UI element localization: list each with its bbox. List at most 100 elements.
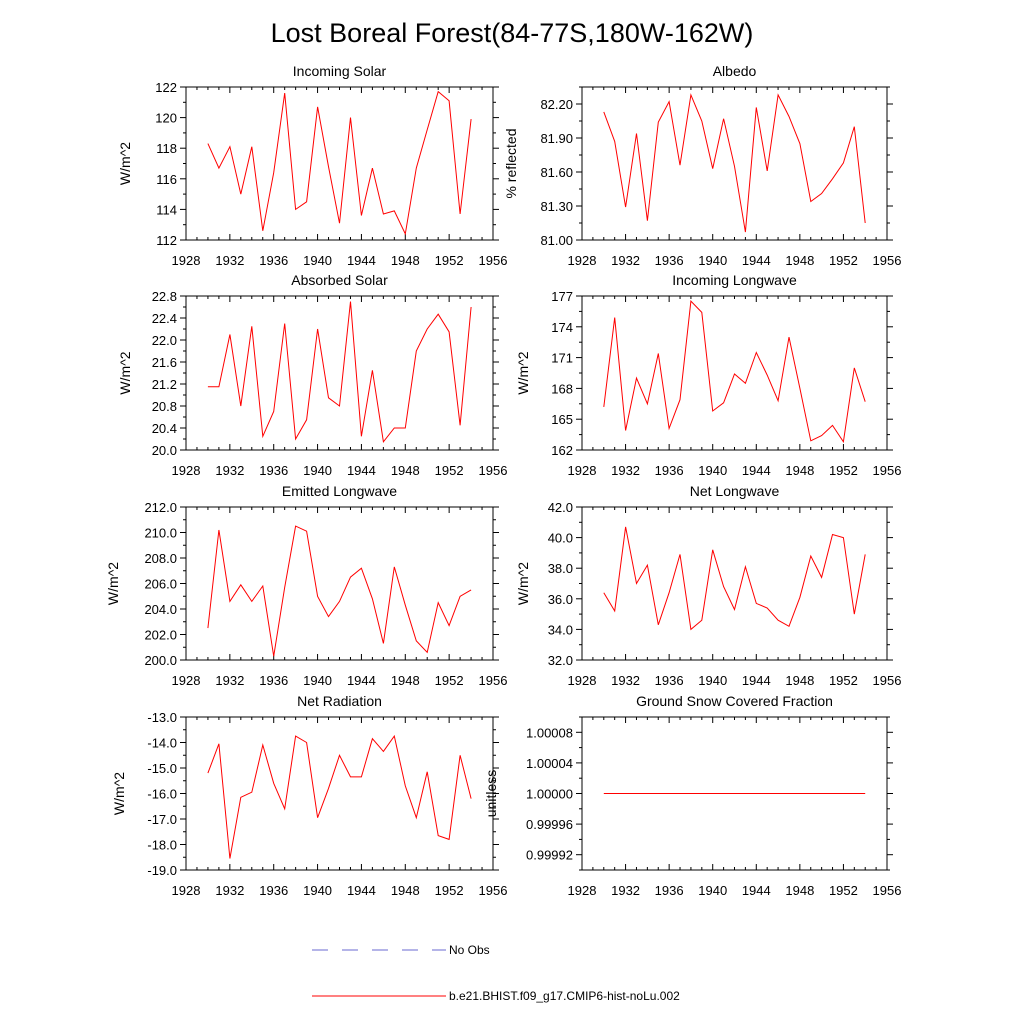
series-line bbox=[603, 93, 866, 233]
x-tick-label: 1932 bbox=[215, 883, 244, 898]
series-line bbox=[207, 525, 472, 657]
panel-title: Albedo bbox=[713, 63, 757, 79]
x-tick-label: 1952 bbox=[829, 673, 858, 688]
y-axis-label: W/m^2 bbox=[117, 142, 133, 185]
y-tick-label: 22.8 bbox=[152, 289, 177, 304]
y-tick-label: 0.99996 bbox=[526, 817, 573, 832]
y-tick-label: 21.6 bbox=[152, 355, 177, 370]
x-tick-label: 1940 bbox=[303, 463, 332, 478]
y-tick-label: 210.0 bbox=[144, 526, 177, 541]
chart-panel: Net Longwave 1928 1932 1936 1940 1944 1948 1952… bbox=[515, 483, 901, 688]
panel-title: Incoming Solar bbox=[293, 63, 387, 79]
x-tick-label: 1944 bbox=[347, 463, 376, 478]
y-tick-label: -14.0 bbox=[147, 736, 177, 751]
y-tick-label: 81.30 bbox=[540, 199, 573, 214]
x-tick-label: 1940 bbox=[303, 673, 332, 688]
y-tick-label: 162 bbox=[551, 443, 573, 458]
series-line bbox=[207, 90, 472, 236]
x-tick-label: 1928 bbox=[568, 463, 597, 478]
x-tick-label: 1948 bbox=[391, 253, 420, 268]
x-tick-label: 1940 bbox=[303, 883, 332, 898]
series-line bbox=[207, 301, 472, 444]
y-tick-label: 174 bbox=[551, 320, 573, 335]
x-tick-label: 1948 bbox=[391, 883, 420, 898]
x-tick-label: 1936 bbox=[655, 253, 684, 268]
x-tick-label: 1952 bbox=[829, 463, 858, 478]
panel-title: Absorbed Solar bbox=[291, 272, 388, 288]
x-tick-label: 1932 bbox=[611, 253, 640, 268]
x-tick-label: 1936 bbox=[655, 883, 684, 898]
y-tick-label: 81.90 bbox=[540, 131, 573, 146]
chart-panel: Incoming Solar 1928 1932 1936 1940 1944 1948 19… bbox=[117, 63, 507, 268]
y-axis-label: % reflected bbox=[503, 128, 519, 198]
y-tick-label: 1.00004 bbox=[526, 756, 573, 771]
x-tick-label: 1948 bbox=[785, 253, 814, 268]
chart-panel: Emitted Longwave 1928 1932 1936 1940 1944 1948… bbox=[105, 483, 507, 688]
x-tick-label: 1928 bbox=[172, 673, 201, 688]
x-tick-label: 1944 bbox=[347, 883, 376, 898]
x-tick-label: 1932 bbox=[215, 673, 244, 688]
plot-frame bbox=[185, 506, 494, 661]
y-tick-label: 22.4 bbox=[152, 311, 177, 326]
y-tick-label: -17.0 bbox=[147, 812, 177, 827]
x-tick-label: 1952 bbox=[435, 673, 464, 688]
x-tick-label: 1956 bbox=[479, 883, 508, 898]
x-tick-label: 1956 bbox=[479, 253, 508, 268]
y-tick-label: -13.0 bbox=[147, 710, 177, 725]
x-tick-label: 1928 bbox=[172, 883, 201, 898]
y-tick-label: 208.0 bbox=[144, 551, 177, 566]
panel-title: Ground Snow Covered Fraction bbox=[636, 693, 833, 709]
series-line bbox=[207, 734, 472, 859]
y-tick-label: 1.00000 bbox=[526, 787, 573, 802]
plot-frame bbox=[185, 86, 494, 241]
y-tick-label: 1.00008 bbox=[526, 725, 573, 740]
x-tick-label: 1956 bbox=[873, 883, 902, 898]
plot-frame bbox=[581, 295, 888, 451]
x-tick-label: 1936 bbox=[259, 883, 288, 898]
x-tick-label: 1948 bbox=[391, 673, 420, 688]
y-tick-label: 38.0 bbox=[548, 561, 573, 576]
y-tick-label: 114 bbox=[156, 202, 177, 217]
y-tick-label: 165 bbox=[551, 412, 573, 427]
x-tick-label: 1948 bbox=[785, 463, 814, 478]
chart-panel: Ground Snow Covered Fraction 1928 1932 1936… bbox=[483, 693, 901, 898]
x-tick-label: 1944 bbox=[742, 673, 771, 688]
x-tick-label: 1932 bbox=[611, 463, 640, 478]
x-tick-label: 1952 bbox=[829, 883, 858, 898]
y-tick-label: -16.0 bbox=[147, 787, 177, 802]
x-tick-label: 1936 bbox=[259, 673, 288, 688]
y-tick-label: 42.0 bbox=[548, 500, 573, 515]
x-tick-label: 1944 bbox=[742, 463, 771, 478]
y-tick-label: 82.20 bbox=[540, 97, 573, 112]
y-tick-label: 20.0 bbox=[152, 443, 177, 458]
x-tick-label: 1932 bbox=[611, 883, 640, 898]
y-tick-label: 171 bbox=[551, 351, 573, 366]
plot-frame bbox=[581, 506, 888, 661]
y-tick-label: 118 bbox=[156, 141, 177, 156]
y-tick-label: 168 bbox=[551, 381, 573, 396]
x-tick-label: 1928 bbox=[568, 253, 597, 268]
y-axis-label: W/m^2 bbox=[515, 562, 531, 605]
y-tick-label: 116 bbox=[156, 172, 177, 187]
x-tick-label: 1936 bbox=[259, 463, 288, 478]
y-tick-label: -19.0 bbox=[147, 863, 177, 878]
x-tick-label: 1952 bbox=[829, 253, 858, 268]
chart-panel: Absorbed Solar 1928 1932 1936 1940 1944 1948 19… bbox=[117, 272, 507, 478]
y-tick-label: 81.60 bbox=[540, 165, 573, 180]
panel-title: Net Radiation bbox=[297, 693, 382, 709]
y-tick-label: 0.99992 bbox=[526, 848, 573, 863]
y-tick-label: 202.0 bbox=[144, 628, 177, 643]
x-tick-label: 1940 bbox=[698, 673, 727, 688]
x-tick-label: 1948 bbox=[785, 673, 814, 688]
x-tick-label: 1952 bbox=[435, 463, 464, 478]
y-tick-label: -18.0 bbox=[147, 838, 177, 853]
x-tick-label: 1940 bbox=[303, 253, 332, 268]
y-tick-label: 34.0 bbox=[548, 622, 573, 637]
y-axis-label: unitless bbox=[483, 770, 499, 817]
y-tick-label: 120 bbox=[155, 111, 177, 126]
y-tick-label: 122 bbox=[155, 80, 177, 95]
y-tick-label: 81.00 bbox=[540, 233, 573, 248]
y-tick-label: 22.0 bbox=[152, 333, 177, 348]
x-tick-label: 1928 bbox=[172, 253, 201, 268]
